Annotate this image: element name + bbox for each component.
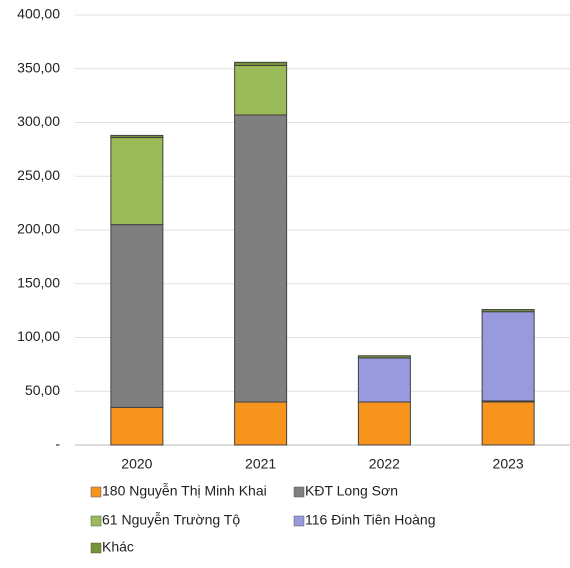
bar-segment	[234, 114, 288, 403]
bar-segment	[110, 134, 164, 139]
legend-swatch	[90, 486, 102, 498]
bar-segment	[234, 65, 288, 116]
bar-segment	[110, 224, 164, 408]
bar-segment	[357, 355, 411, 359]
legend-swatch	[90, 542, 102, 554]
legend-swatch	[293, 486, 305, 498]
bar-segment	[110, 137, 164, 226]
y-tick-label: 150,00	[17, 274, 60, 290]
y-tick-label: 200,00	[17, 221, 60, 237]
y-tick-label: 300,00	[17, 113, 60, 129]
y-tick-label: 400,00	[17, 6, 60, 22]
x-tick-label: 2023	[493, 456, 524, 472]
bar-segment	[234, 61, 288, 67]
legend-label: 180 Nguyễn Thị Minh Khai	[102, 483, 267, 499]
x-tick-label: 2020	[121, 456, 152, 472]
y-tick-label: 350,00	[17, 59, 60, 75]
legend-label: KĐT Long Sơn	[305, 483, 398, 499]
x-tick-label: 2021	[245, 456, 276, 472]
bar-segment	[357, 357, 411, 403]
legend-label: 61 Nguyễn Trường Tộ	[102, 512, 240, 528]
bar-segment	[110, 406, 164, 446]
y-tick-label: 250,00	[17, 167, 60, 183]
y-tick-label: 50,00	[25, 382, 60, 398]
legend-swatch	[90, 515, 102, 527]
x-tick-label: 2022	[369, 456, 400, 472]
bar-segment	[481, 401, 535, 446]
bar-segment	[481, 311, 535, 402]
y-tick-label: 100,00	[17, 328, 60, 344]
y-tick-label: -	[55, 436, 60, 452]
legend-label: Khác	[102, 539, 134, 555]
legend-label: 116 Đinh Tiên Hoàng	[305, 512, 436, 528]
bar-segment	[234, 401, 288, 446]
bar-segment	[481, 309, 535, 313]
bar-segment	[357, 401, 411, 446]
legend-swatch	[293, 515, 305, 527]
